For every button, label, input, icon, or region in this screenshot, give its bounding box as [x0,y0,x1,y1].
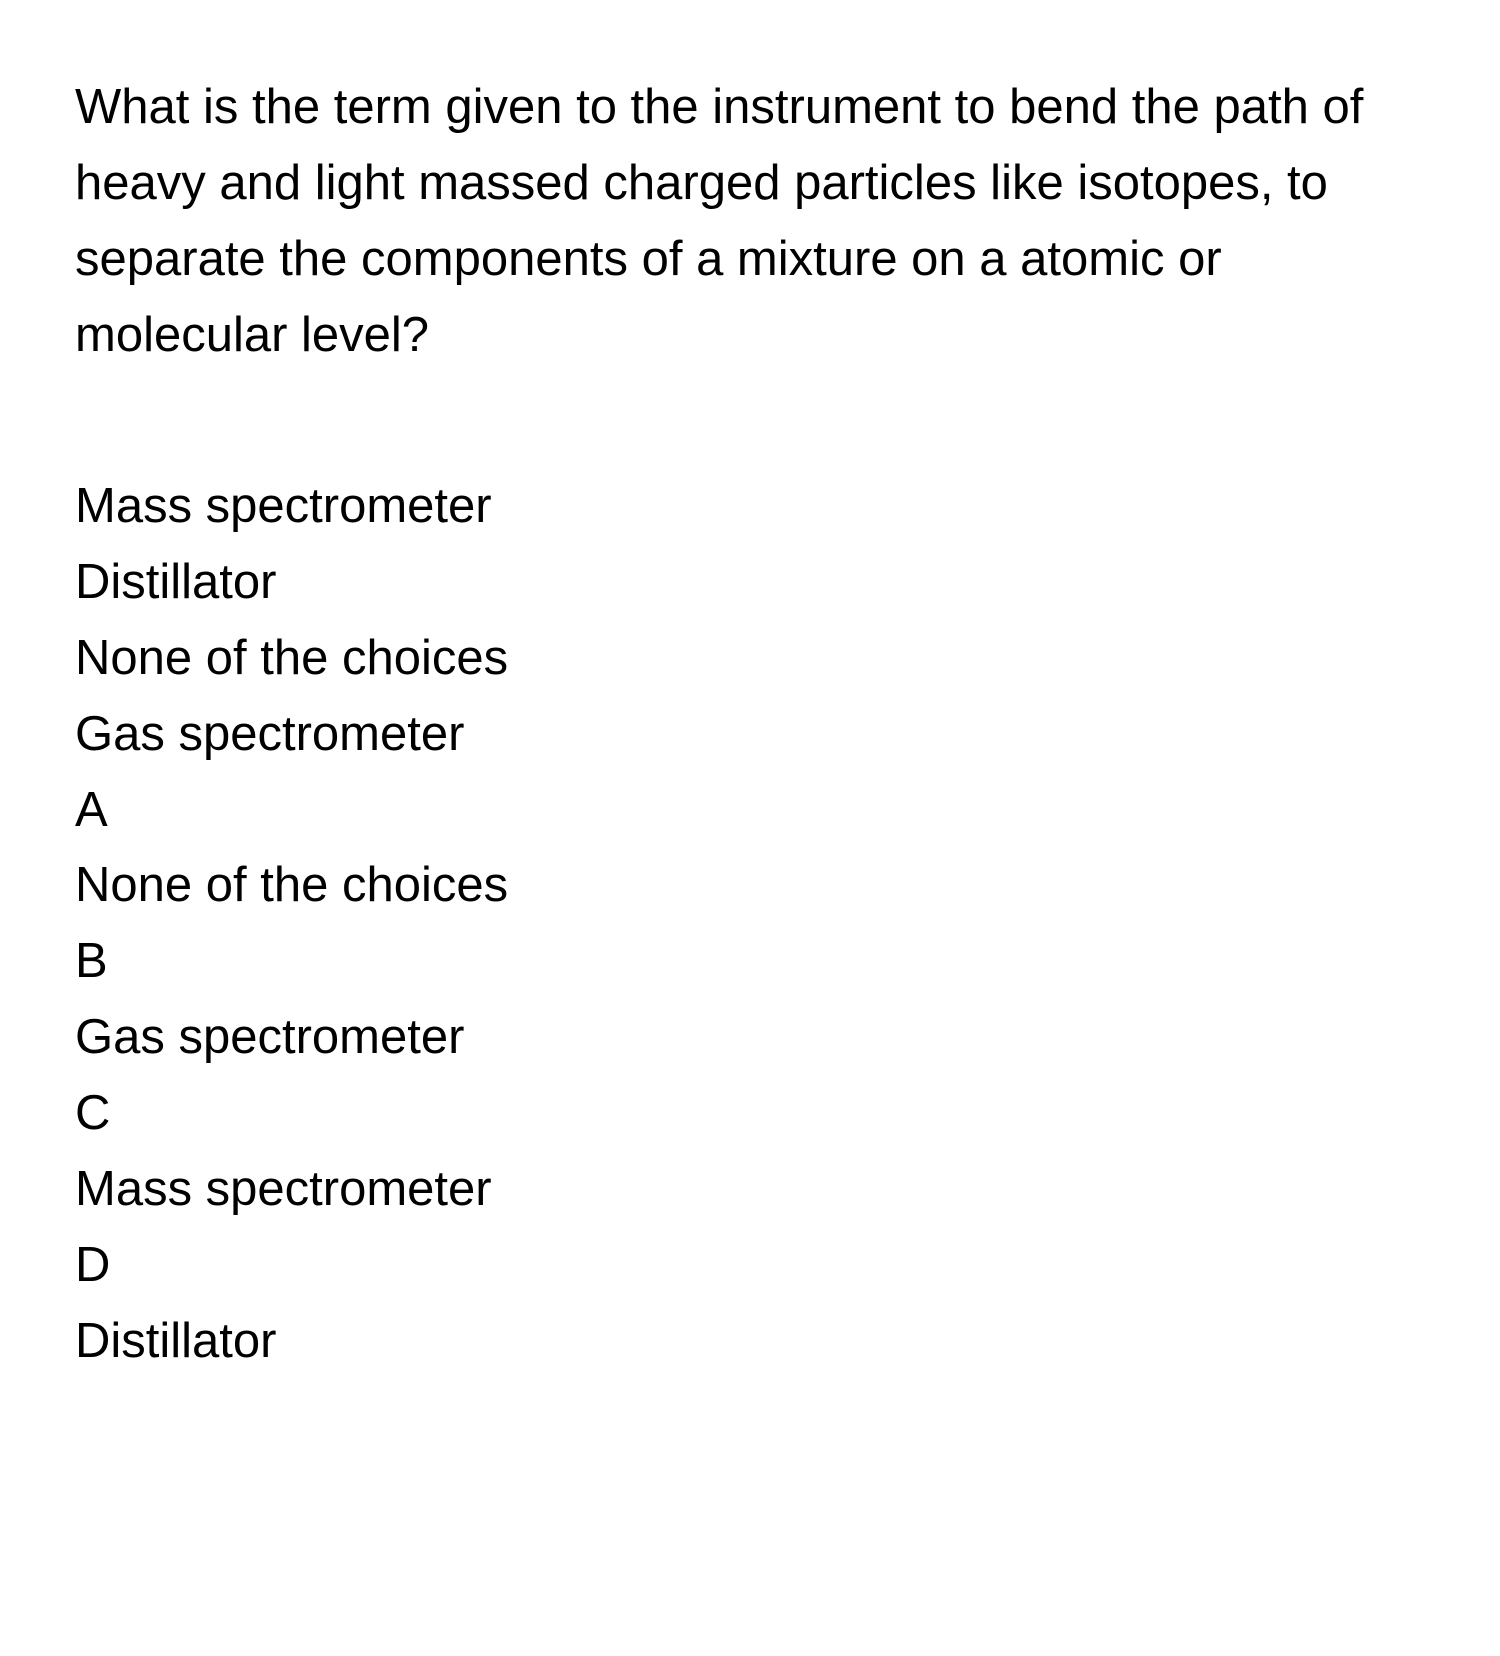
option-letter: B [75,924,1425,1000]
option-letter: A [75,773,1425,849]
plain-option: Mass spectrometer [75,469,1425,545]
question-text: What is the term given to the instrument… [75,70,1425,374]
option-letter: D [75,1228,1425,1304]
option-letter: C [75,1076,1425,1152]
option-text: Mass spectrometer [75,1152,1425,1228]
plain-option: Distillator [75,545,1425,621]
option-text: None of the choices [75,848,1425,924]
labeled-options: A None of the choices B Gas spectrometer… [75,773,1425,1381]
document-container: What is the term given to the instrument… [0,0,1500,1450]
plain-option: Gas spectrometer [75,697,1425,773]
plain-options: Mass spectrometer Distillator None of th… [75,469,1425,773]
option-text: Distillator [75,1304,1425,1380]
option-text: Gas spectrometer [75,1000,1425,1076]
plain-option: None of the choices [75,621,1425,697]
